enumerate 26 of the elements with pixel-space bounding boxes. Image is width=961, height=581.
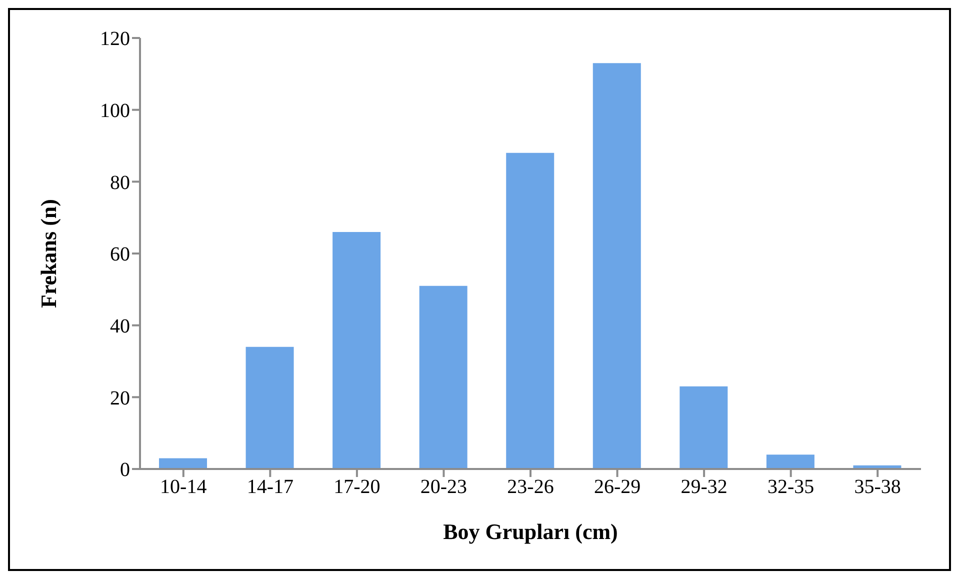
x-tick-label: 35-38 — [854, 476, 901, 498]
x-tick-label: 10-14 — [160, 476, 207, 498]
y-tick-label: 80 — [110, 172, 130, 194]
bar — [419, 286, 468, 469]
y-axis-title: Frekans (n) — [36, 199, 61, 308]
y-tick-label: 20 — [110, 387, 130, 410]
bar — [246, 346, 294, 469]
x-tick-label: 17-20 — [334, 476, 380, 498]
x-tick-label: 26-29 — [594, 476, 641, 498]
bar — [766, 454, 814, 469]
y-tick-label: 0 — [120, 459, 130, 482]
bar — [159, 458, 207, 469]
x-axis-title: Boy Grupları (cm) — [443, 519, 618, 544]
x-tick-label: 29-32 — [680, 476, 728, 498]
x-tick-label: 14-17 — [246, 476, 294, 498]
bar — [332, 232, 381, 469]
y-tick-label: 120 — [100, 28, 130, 50]
bar — [592, 63, 641, 469]
y-tick-label: 40 — [110, 315, 130, 338]
x-tick-label: 20-23 — [420, 476, 468, 498]
y-tick-label: 60 — [110, 244, 130, 266]
y-tick-label: 100 — [100, 100, 130, 122]
bar — [680, 386, 728, 469]
x-tick-label: 23-26 — [507, 476, 554, 498]
x-tick-label: 32-35 — [767, 476, 814, 498]
bar — [506, 152, 554, 469]
